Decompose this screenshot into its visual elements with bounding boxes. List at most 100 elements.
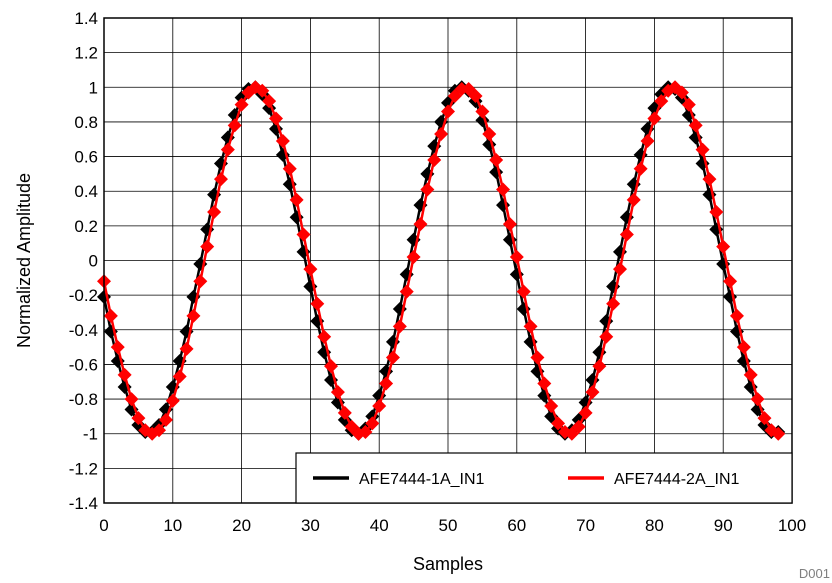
data-point [413, 217, 428, 232]
legend-label: AFE7444-1A_IN1 [359, 471, 485, 488]
data-point [255, 83, 270, 98]
x-tick-label: 20 [232, 516, 251, 535]
data-point [158, 412, 173, 427]
data-point [633, 161, 648, 176]
data-point [420, 182, 435, 197]
data-point [516, 284, 531, 299]
y-tick-label: -0.8 [69, 390, 98, 409]
data-point [406, 250, 421, 265]
data-point [482, 127, 497, 142]
data-point [674, 85, 689, 100]
data-point [736, 340, 751, 355]
data-point [702, 172, 717, 187]
legend-label: AFE7444-2A_IN1 [614, 471, 740, 488]
data-point [385, 350, 400, 365]
data-point [337, 405, 352, 420]
data-point [619, 227, 634, 242]
series-group [97, 80, 786, 441]
data-point [544, 399, 559, 413]
data-point [262, 94, 277, 109]
x-tick-label: 40 [370, 516, 389, 535]
data-point [613, 262, 627, 277]
data-point [551, 416, 566, 431]
data-point [441, 104, 455, 119]
data-point [117, 367, 132, 382]
data-point [110, 340, 125, 355]
x-tick-labels: 0 10 20 30 40 50 60 70 80 90 100 [99, 516, 806, 535]
data-point [434, 127, 449, 142]
y-tick-label: 0 [89, 252, 98, 271]
data-point [392, 319, 407, 334]
y-tick-label: 0.2 [74, 217, 98, 236]
y-axis-label: Normalized Amplitude [14, 173, 34, 348]
data-point [681, 97, 696, 112]
data-point [131, 411, 146, 426]
y-tick-label: -0.6 [69, 355, 98, 374]
data-point [282, 161, 297, 176]
x-tick-label: 50 [439, 516, 458, 535]
data-point [578, 405, 593, 420]
series-2 [97, 80, 786, 441]
x-axis-label: Samples [413, 554, 483, 574]
data-point [379, 376, 394, 391]
data-point [585, 385, 600, 400]
data-point [723, 274, 738, 289]
data-point [688, 118, 703, 133]
x-tick-label: 10 [163, 516, 182, 535]
data-point [165, 393, 180, 408]
data-point [427, 153, 442, 168]
data-point [626, 192, 641, 207]
data-point [654, 94, 669, 109]
y-tick-label: -1 [83, 425, 98, 444]
data-point [530, 350, 545, 365]
data-point [317, 329, 332, 344]
data-point [358, 424, 373, 439]
x-tick-label: 0 [99, 516, 108, 535]
y-tick-label: -0.4 [69, 321, 98, 340]
data-point [640, 133, 655, 148]
data-point [496, 182, 511, 197]
data-point [571, 419, 586, 434]
y-tick-label: 0.6 [74, 148, 98, 167]
x-tick-label: 90 [714, 516, 733, 535]
data-point [296, 227, 311, 242]
data-point [475, 104, 490, 119]
y-tick-label: 1.4 [74, 9, 98, 28]
data-point [207, 205, 222, 219]
data-point [750, 392, 765, 407]
x-tick-label: 30 [301, 516, 320, 535]
y-tick-label: -1.4 [69, 494, 98, 513]
data-point [729, 308, 744, 323]
y-tick-label: -1.2 [69, 459, 98, 478]
data-point [399, 284, 414, 299]
x-tick-label: 100 [778, 516, 806, 535]
data-point [227, 118, 242, 133]
y-tick-labels: 1.4 1.2 1 0.8 0.6 0.4 0.2 0 -0.2 -0.4 -0.6 -0.8 -1 -1… [69, 9, 98, 513]
y-tick-label: 0.4 [74, 182, 98, 201]
data-point [200, 239, 215, 254]
data-point [186, 308, 201, 323]
data-point [303, 262, 318, 277]
data-point [599, 329, 614, 344]
data-point [592, 359, 607, 374]
data-point [523, 319, 538, 334]
data-point [757, 411, 772, 426]
data-point [324, 359, 339, 374]
data-point [289, 192, 304, 207]
data-point [234, 97, 249, 112]
x-tick-label: 80 [645, 516, 664, 535]
data-point [269, 111, 283, 126]
data-point [709, 205, 724, 219]
data-point [372, 399, 387, 413]
data-point [213, 172, 228, 187]
y-tick-label: 1.2 [74, 44, 98, 63]
data-point [179, 341, 194, 356]
data-point [502, 217, 517, 232]
data-point [468, 88, 483, 103]
y-tick-label: 1 [89, 78, 98, 97]
y-tick-label: -0.2 [69, 286, 98, 305]
data-point [365, 416, 380, 431]
data-point [275, 133, 290, 148]
y-tick-label: 0.8 [74, 113, 98, 132]
